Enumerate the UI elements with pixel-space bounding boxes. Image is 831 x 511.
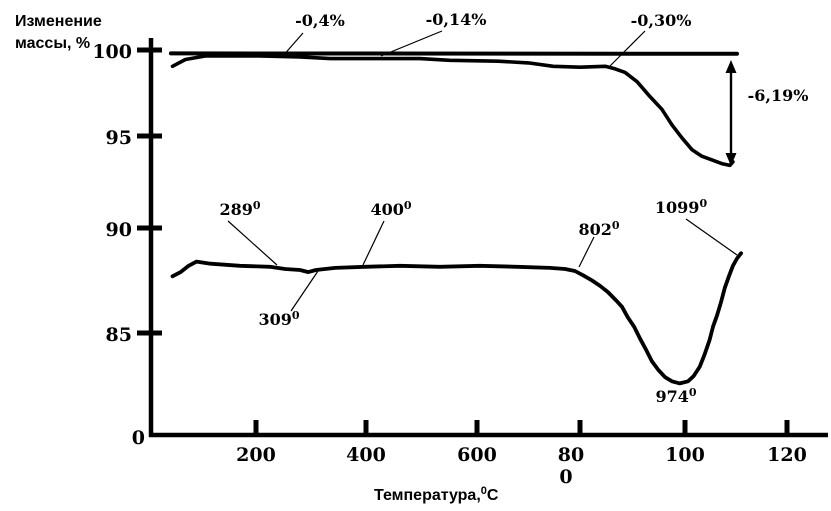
annotation-loss-6-19: -6,19% (748, 86, 809, 105)
x-tick-label-1200: 120 (767, 444, 807, 466)
annotation-temp-400: 4000 (370, 199, 411, 219)
leader-line-temp-1099 (685, 218, 738, 256)
y-tick-label-95: 95 (106, 127, 132, 149)
annotation-temp-974: 9740 (655, 386, 696, 406)
tg-curve-lower (170, 251, 743, 386)
annotation-loss-0-30: -0,30% (631, 11, 692, 30)
annotation-temp-802: 8020 (578, 219, 619, 239)
leader-line-temp-400 (362, 220, 385, 266)
x-tick-label-400: 400 (346, 444, 386, 466)
tg-curve-upper (170, 54, 735, 168)
x-tick-label-1000: 100 (665, 444, 705, 466)
y-tick-label-85: 85 (106, 324, 132, 346)
x-tick-label2-800: 0 (559, 466, 572, 488)
mass-loss-arrow-head-up (725, 60, 737, 73)
x-tick-label-200: 200 (236, 444, 276, 466)
y-axis-title-line1: Изменение (15, 13, 102, 30)
y-axis-title-line2: массы, % (15, 35, 90, 52)
y-tick-label-100: 100 (92, 41, 132, 63)
annotation-temp-1099: 10990 (655, 197, 708, 217)
annotation-loss-0-14: -0,14% (426, 10, 487, 29)
leader-line-temp-289 (227, 220, 278, 266)
mass-loss-arrow-head-down (725, 153, 737, 166)
leader-line-temp-802 (578, 236, 595, 268)
annotation-temp-309: 3090 (258, 309, 299, 329)
annotation-temp-289: 2890 (219, 199, 260, 219)
x-tick-label-800: 80 (558, 444, 584, 466)
annotation-loss-0-4: -0,4% (295, 11, 345, 30)
x-axis-title: Температура,0С (374, 485, 499, 504)
leader-line-temp-309 (290, 270, 319, 312)
y-origin-label: 0 (132, 427, 145, 449)
y-tick-label-90: 90 (106, 219, 132, 241)
leader-line-loss-0-30 (609, 30, 646, 67)
x-tick-label-600: 600 (457, 444, 497, 466)
